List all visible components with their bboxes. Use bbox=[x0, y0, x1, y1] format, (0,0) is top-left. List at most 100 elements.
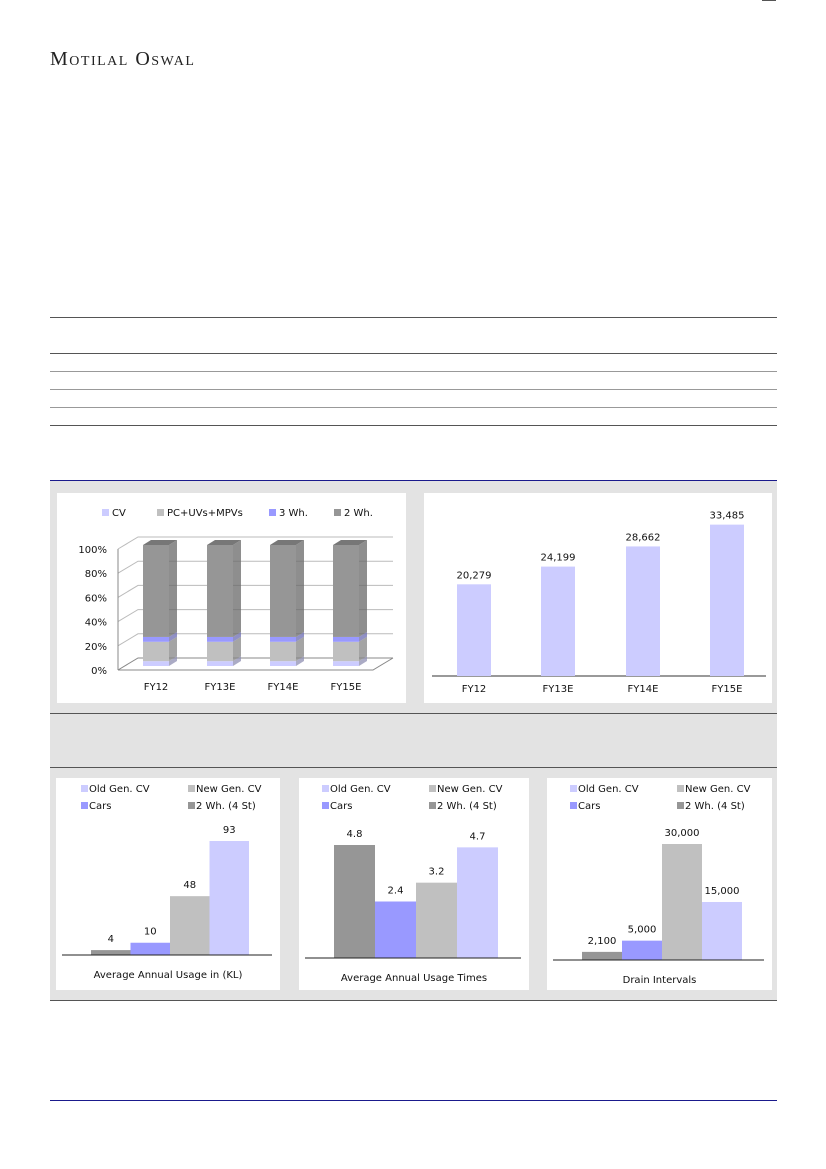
legend-label: 3 Wh. bbox=[279, 508, 308, 519]
gridline bbox=[117, 609, 393, 623]
bar-segment bbox=[143, 636, 169, 642]
bar bbox=[626, 546, 660, 676]
usage-times-svg: Old Gen. CV New Gen. CV Cars 2 Wh. (4 St) 4.… bbox=[305, 784, 521, 984]
bar bbox=[91, 950, 131, 955]
bar-side bbox=[169, 540, 177, 637]
bar-top bbox=[270, 540, 304, 545]
volume-svg: 20,279 FY12 24,199 FY13E 28,662 FY14E 33,485 FY… bbox=[432, 511, 766, 695]
legend-label: 2 Wh. (4 St) bbox=[685, 801, 745, 812]
table-rule bbox=[50, 389, 777, 390]
caption-band bbox=[50, 714, 777, 767]
y-tick-label: 0% bbox=[91, 666, 107, 677]
data-label: 15,000 bbox=[705, 886, 740, 897]
gridline bbox=[117, 657, 393, 671]
header-rule bbox=[762, 0, 776, 1]
table-rule bbox=[50, 371, 777, 372]
bar-side bbox=[233, 631, 241, 642]
bar bbox=[170, 896, 210, 955]
x-tick-label: FY14E bbox=[628, 684, 659, 695]
bar-side bbox=[296, 656, 304, 666]
x-tick-label: FY12 bbox=[462, 684, 487, 695]
table-rule bbox=[50, 317, 777, 318]
bar bbox=[334, 845, 375, 958]
bar-side bbox=[296, 636, 304, 662]
bar-side bbox=[359, 540, 367, 637]
x-tick-label: FY13E bbox=[205, 682, 236, 693]
bar-side bbox=[359, 656, 367, 666]
bar-side bbox=[296, 540, 304, 637]
bar-side bbox=[296, 631, 304, 642]
bar-segment bbox=[270, 661, 296, 666]
table-rule bbox=[50, 353, 777, 354]
motilal-oswal-logo: Motilal Oswal bbox=[50, 48, 196, 70]
y-tick-label: 80% bbox=[85, 569, 107, 580]
bar bbox=[541, 566, 575, 676]
table-rule bbox=[50, 425, 777, 426]
legend-swatch bbox=[188, 785, 195, 792]
bar bbox=[457, 847, 498, 958]
gridline bbox=[117, 584, 393, 598]
data-label: 93 bbox=[223, 825, 236, 836]
bar bbox=[416, 882, 457, 958]
annual-usage-chart: Old Gen. CV New Gen. CV Cars 2 Wh. (4 St) 4 1… bbox=[56, 778, 280, 990]
bar bbox=[130, 942, 170, 955]
y-tick-label: 40% bbox=[85, 618, 107, 629]
bar-segment bbox=[333, 545, 359, 637]
gridline bbox=[117, 536, 393, 550]
bar-segment bbox=[143, 661, 169, 666]
y-tick-label: 100% bbox=[78, 545, 107, 556]
bar-side bbox=[359, 631, 367, 642]
legend-swatch bbox=[429, 785, 436, 792]
legend-label: Cars bbox=[578, 801, 600, 812]
section-rule bbox=[50, 713, 777, 714]
table-rule bbox=[50, 407, 777, 408]
section-rule bbox=[50, 480, 777, 481]
y-tick-label: 60% bbox=[85, 593, 107, 604]
data-label: 30,000 bbox=[665, 828, 700, 839]
legend-label: Cars bbox=[330, 801, 352, 812]
vehicle-mix-svg: CV PC+UVs+MPVs 3 Wh. 2 Wh. 0% 20% 40% 60% 80% 100… bbox=[78, 508, 394, 693]
y-tick-label: 20% bbox=[85, 642, 107, 653]
bar-segment bbox=[270, 545, 296, 637]
bar-side bbox=[233, 540, 241, 637]
bar bbox=[702, 902, 742, 960]
legend-label: Old Gen. CV bbox=[330, 784, 391, 795]
legend-label: 2 Wh. bbox=[344, 508, 373, 519]
x-tick-label: FY15E bbox=[712, 684, 743, 695]
bar-side bbox=[169, 656, 177, 666]
legend-swatch bbox=[677, 785, 684, 792]
data-label: 33,485 bbox=[710, 511, 745, 522]
bar-side bbox=[169, 636, 177, 662]
axis-title: Average Annual Usage in (KL) bbox=[94, 970, 243, 981]
data-label: 2,100 bbox=[588, 936, 617, 947]
gridline bbox=[117, 560, 393, 574]
x-tick-label: FY13E bbox=[543, 684, 574, 695]
data-label: 20,279 bbox=[457, 570, 492, 581]
bar bbox=[582, 951, 622, 960]
data-label: 4.8 bbox=[347, 829, 363, 840]
legend-swatch bbox=[322, 802, 329, 809]
bar-segment bbox=[270, 641, 296, 662]
data-label: 3.2 bbox=[429, 867, 445, 878]
data-label: 48 bbox=[183, 880, 196, 891]
bar-top bbox=[143, 540, 177, 545]
axis-title: Drain Intervals bbox=[623, 975, 697, 986]
x-tick-label: FY14E bbox=[268, 682, 299, 693]
legend-swatch bbox=[322, 785, 329, 792]
data-label: 2.4 bbox=[388, 886, 404, 897]
bar-segment bbox=[207, 641, 233, 662]
x-tick-label: FY12 bbox=[144, 682, 169, 693]
bar-top bbox=[207, 540, 241, 545]
legend-label: 2 Wh. (4 St) bbox=[196, 801, 256, 812]
legend-swatch bbox=[157, 509, 164, 516]
legend-swatch bbox=[570, 785, 577, 792]
axis-title: Average Annual Usage Times bbox=[341, 973, 487, 984]
x-axis bbox=[118, 657, 394, 671]
legend-swatch bbox=[81, 802, 88, 809]
legend-swatch bbox=[81, 785, 88, 792]
legend-label: 2 Wh. (4 St) bbox=[437, 801, 497, 812]
annual-usage-svg: Old Gen. CV New Gen. CV Cars 2 Wh. (4 St) 4 1… bbox=[62, 784, 272, 981]
bar-segment bbox=[333, 641, 359, 662]
legend-label: Cars bbox=[89, 801, 111, 812]
